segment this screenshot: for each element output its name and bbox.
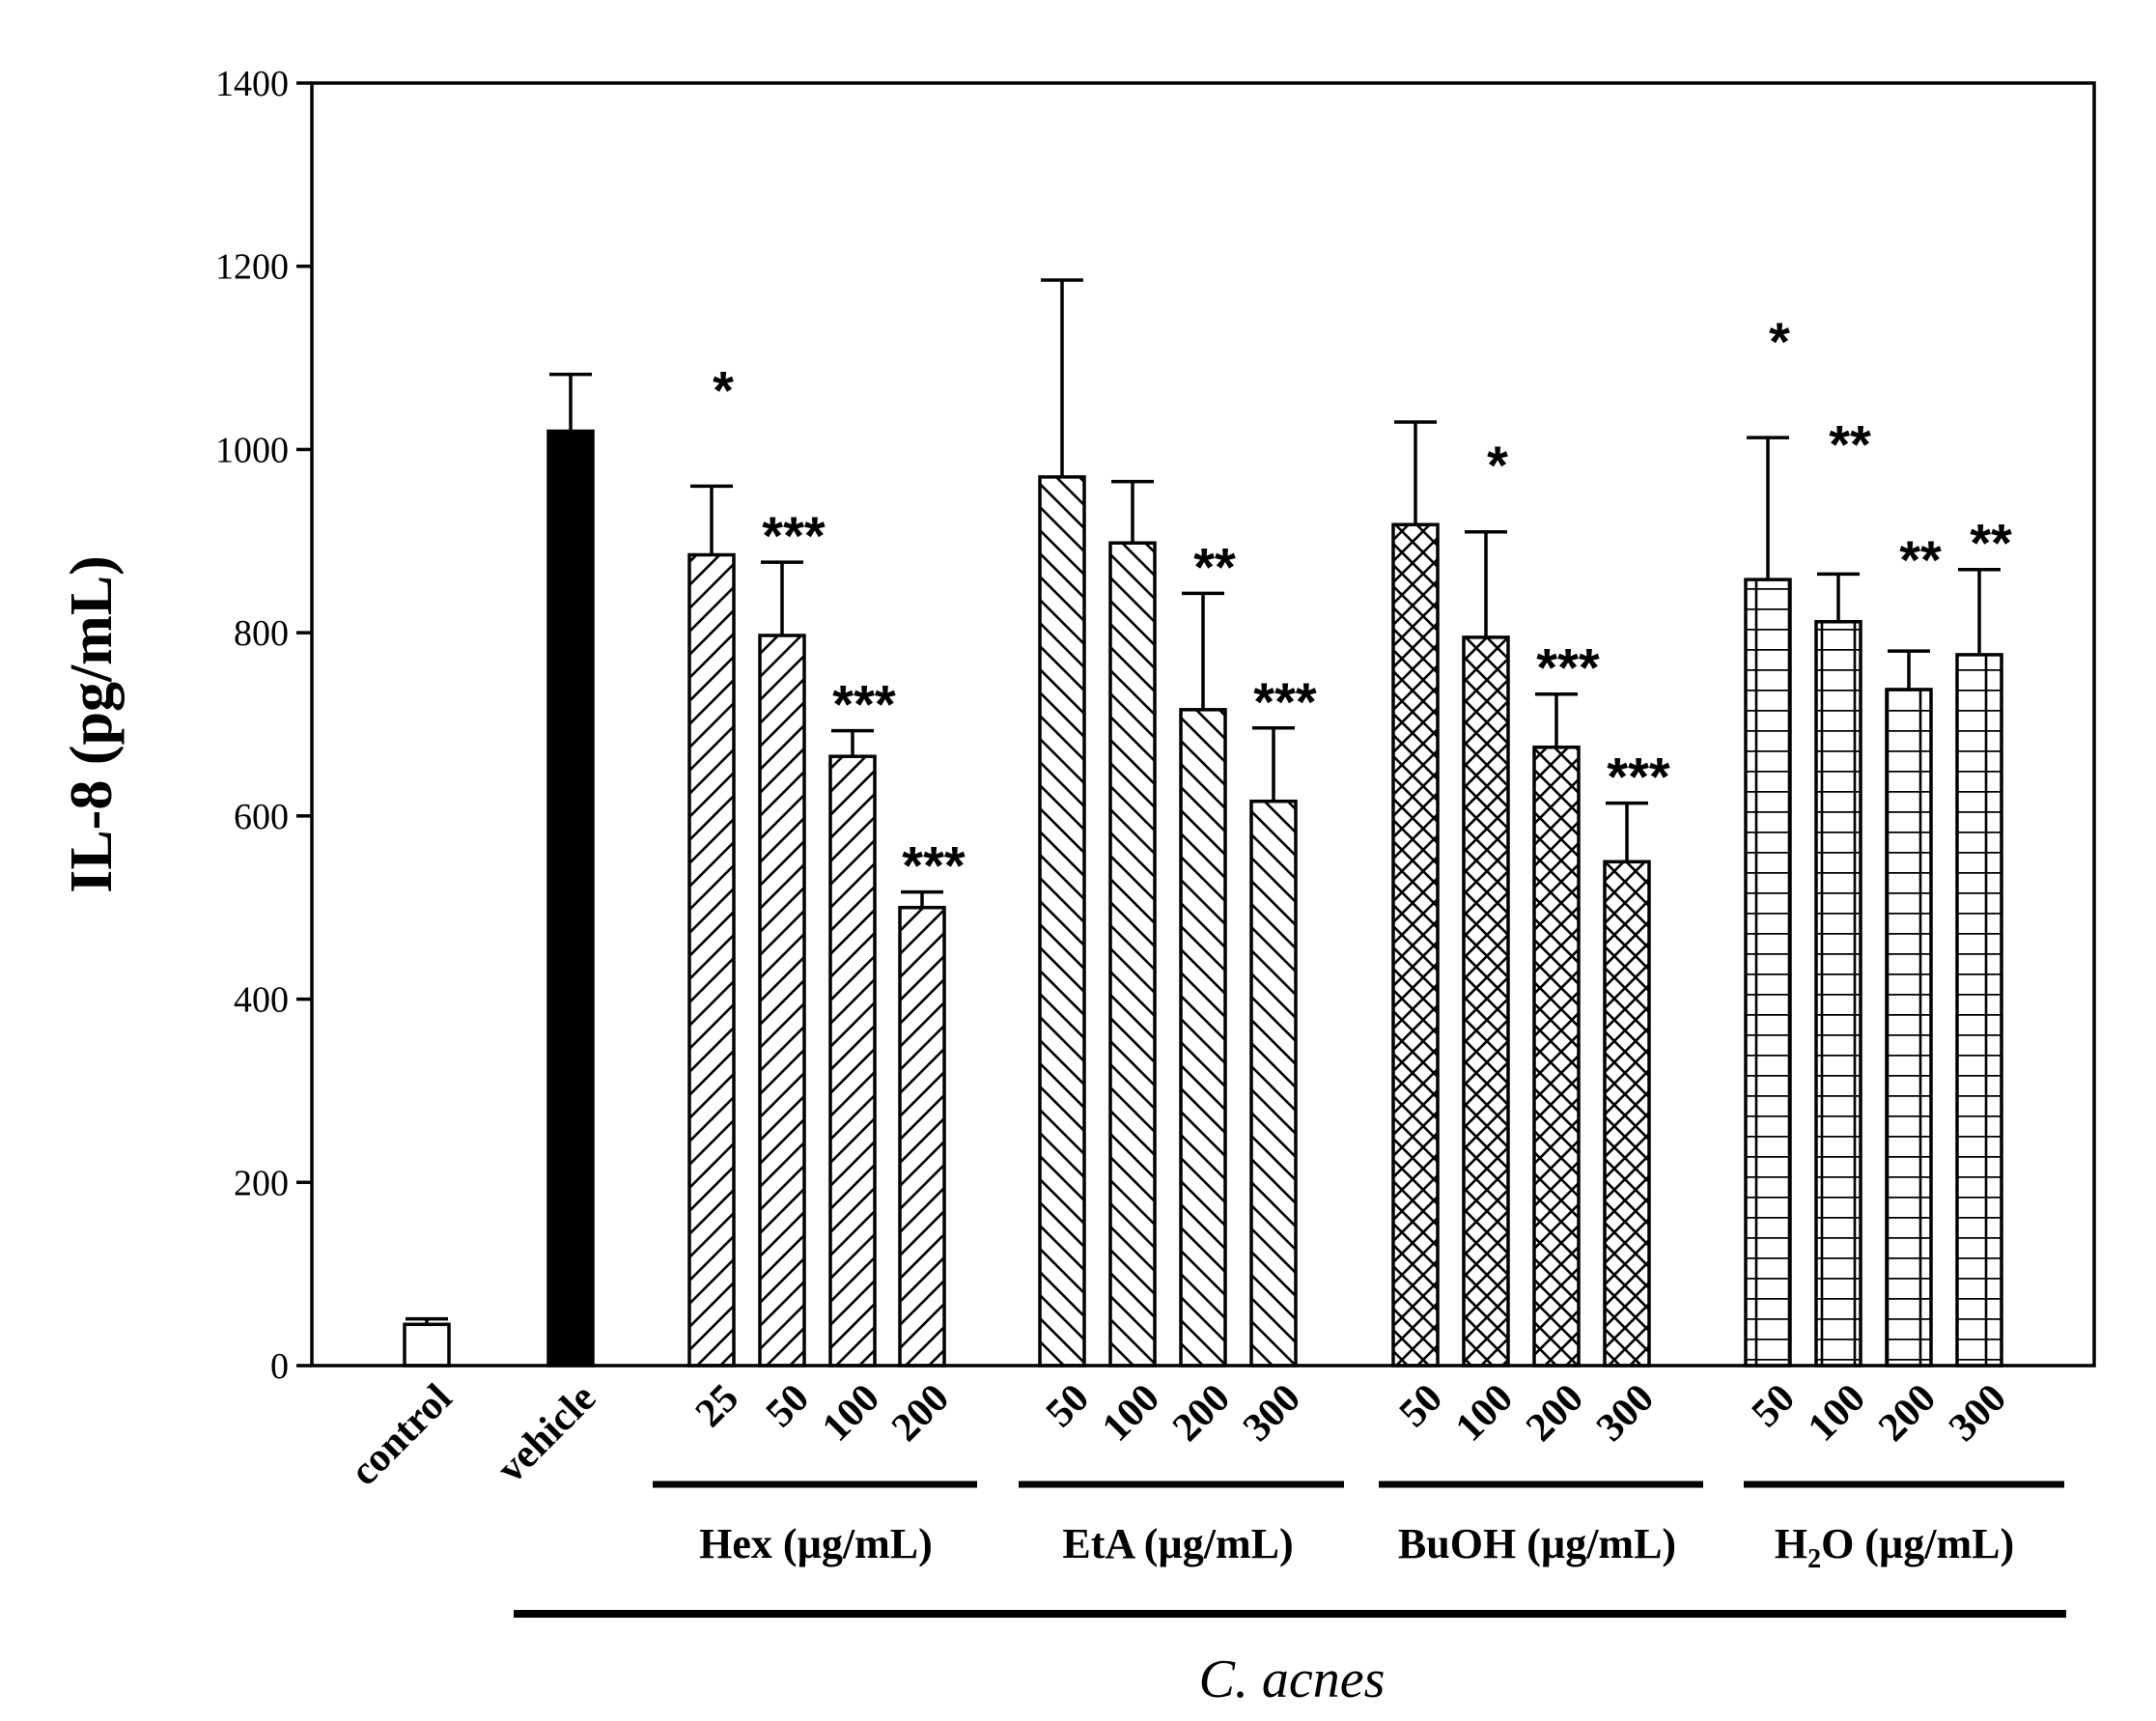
significance-marker: ** <box>1899 529 1942 590</box>
significance-marker: *** <box>1253 671 1317 732</box>
bar-eta-50 <box>1038 475 1086 1368</box>
plot-frame <box>310 81 2096 1368</box>
group-labels: Hex (µg/mL) EtA (µg/mL) BuOH (µg/mL) H2O (µ… <box>653 1481 2064 1574</box>
bar-hex-50 <box>758 634 806 1368</box>
category-label: 100 <box>1800 1376 1874 1451</box>
bar-hex-100 <box>828 754 877 1368</box>
bar-hex-200 <box>898 905 946 1368</box>
bar-buoh-50 <box>1391 522 1440 1368</box>
category-label: 50 <box>1391 1376 1451 1436</box>
bar-eta-300 <box>1249 799 1298 1368</box>
category-label: 100 <box>1094 1376 1168 1451</box>
bar-vehicle-vehicle <box>546 429 595 1368</box>
group-label-subscript: 2 <box>1807 1544 1821 1574</box>
category-label: 100 <box>1447 1376 1522 1451</box>
group-label-buoh: BuOH (µg/mL) <box>1398 1520 1676 1567</box>
category-label: 200 <box>1164 1376 1239 1451</box>
category-label: 25 <box>687 1376 747 1436</box>
significance-marker: *** <box>902 835 966 896</box>
y-axis: 0 200 400 600 800 1000 1200 1400 <box>215 64 312 1387</box>
y-tick-label: 1200 <box>215 247 289 288</box>
category-label: 200 <box>1870 1376 1945 1451</box>
error-bars <box>406 278 2001 1325</box>
y-tick-label: 0 <box>270 1346 289 1387</box>
significance-markers: *************************** ** <box>713 311 2012 895</box>
y-tick-label: 200 <box>234 1163 289 1203</box>
y-tick-label: 800 <box>234 613 289 654</box>
y-tick-label: 1000 <box>215 430 289 470</box>
bar-buoh-100 <box>1462 635 1510 1368</box>
significance-marker: ** <box>1829 413 1871 474</box>
bar-buoh-300 <box>1603 860 1651 1368</box>
category-label: 300 <box>1235 1376 1309 1451</box>
y-axis-title: IL-8 (pg/mL) <box>59 555 125 893</box>
category-label: 100 <box>814 1376 888 1451</box>
significance-marker: * <box>1769 311 1790 372</box>
bar-h2o-300 <box>1955 653 2003 1368</box>
x-axis-title: C. acnes <box>1199 1650 1386 1709</box>
bar-h2o-50 <box>1744 578 1792 1368</box>
bar-h2o-200 <box>1885 688 1933 1368</box>
group-label-rest: O (µg/mL) <box>1821 1520 2014 1567</box>
category-label: 50 <box>1744 1376 1804 1436</box>
bar-h2o-100 <box>1814 620 1862 1368</box>
significance-marker: ** <box>1193 536 1236 597</box>
category-label: 300 <box>1941 1376 2015 1451</box>
category-label: vehicle <box>489 1376 604 1492</box>
category-label: 200 <box>883 1376 958 1451</box>
category-label: 300 <box>1588 1376 1663 1451</box>
significance-marker: * <box>1487 435 1508 495</box>
bar-eta-200 <box>1179 708 1227 1368</box>
bars <box>403 429 2003 1368</box>
significance-marker: *** <box>1536 637 1600 698</box>
significance-marker: *** <box>1607 747 1670 807</box>
group-label-hex: Hex (µg/mL) <box>699 1520 933 1567</box>
y-tick-label: 600 <box>234 797 289 837</box>
significance-marker: * <box>713 359 734 420</box>
group-label-h2o: H2O (µg/mL) <box>1775 1520 2014 1574</box>
category-label: 200 <box>1518 1376 1592 1451</box>
category-label: 50 <box>758 1376 818 1436</box>
bar-hex-25 <box>687 552 736 1368</box>
category-label: control <box>342 1376 461 1495</box>
significance-marker: *** <box>832 674 896 735</box>
y-tick-label: 1400 <box>215 64 289 104</box>
group-label-main: H <box>1775 1520 1807 1567</box>
category-label: 50 <box>1038 1376 1098 1436</box>
y-tick-label: 400 <box>234 980 289 1021</box>
bar-buoh-200 <box>1532 745 1581 1368</box>
bar-control-control <box>403 1322 451 1368</box>
bar-eta-100 <box>1108 541 1157 1368</box>
significance-marker: ** <box>1970 513 2012 574</box>
group-label-eta: EtA (µg/mL) <box>1062 1520 1293 1567</box>
significance-marker: *** <box>762 505 826 566</box>
